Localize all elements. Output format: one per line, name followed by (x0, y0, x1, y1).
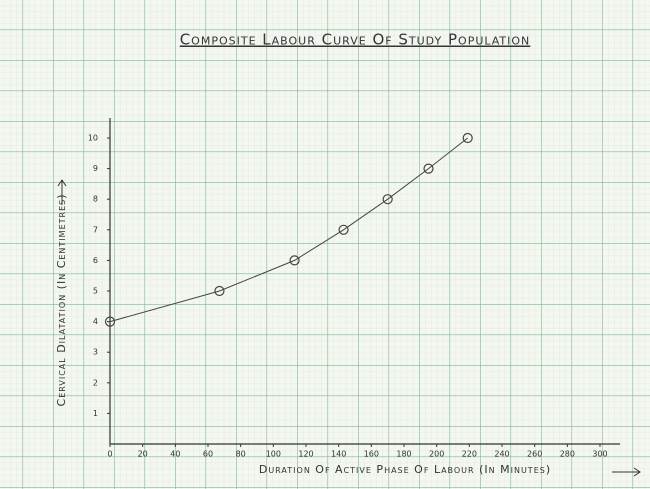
x-tick-label: 240 (494, 450, 509, 459)
y-tick-label: 9 (93, 164, 98, 173)
x-tick-label: 140 (331, 450, 346, 459)
y-tick-label: 5 (93, 287, 98, 296)
series-line (109, 137, 469, 323)
data-point (338, 224, 349, 235)
data-point (382, 194, 393, 205)
x-tick-label: 300 (592, 450, 607, 459)
y-tick-label: 6 (93, 256, 98, 265)
data-point (289, 255, 300, 266)
x-tick-label: 280 (560, 450, 575, 459)
data-point (462, 132, 473, 144)
y-tick-label: 7 (93, 225, 98, 234)
x-tick-label: 60 (203, 450, 213, 459)
x-tick-label: 20 (138, 450, 148, 459)
data-point (214, 285, 225, 297)
x-tick-label: 0 (107, 450, 112, 459)
x-tick-label: 220 (462, 450, 477, 459)
y-tick-label: 2 (93, 378, 98, 387)
data-point (104, 316, 116, 327)
y-tick-label: 8 (93, 195, 98, 204)
x-tick-label: 100 (266, 450, 281, 459)
chart-title: Composite Labour Curve Of Study Populati… (180, 31, 531, 49)
x-axis-title: Duration Of Active Phase Of Labour (In M… (259, 463, 551, 476)
y-axis-title: Cervical Dilatation (In Centimetres) (55, 194, 68, 407)
x-tick-label: 180 (396, 450, 411, 459)
data-point (423, 163, 434, 174)
y-tick-label: 4 (93, 317, 98, 326)
x-tick-label: 40 (170, 450, 180, 459)
y-tick-label: 1 (93, 409, 98, 418)
x-arrow (612, 467, 641, 477)
x-tick-label: 160 (364, 450, 379, 459)
x-tick-label: 260 (527, 450, 542, 459)
x-tick-label: 120 (298, 450, 313, 459)
x-tick-label: 200 (429, 450, 444, 459)
y-tick-label: 3 (93, 348, 98, 357)
y-arrow (57, 179, 67, 205)
y-tick-label: 10 (88, 134, 98, 143)
x-tick-label: 80 (236, 450, 246, 459)
